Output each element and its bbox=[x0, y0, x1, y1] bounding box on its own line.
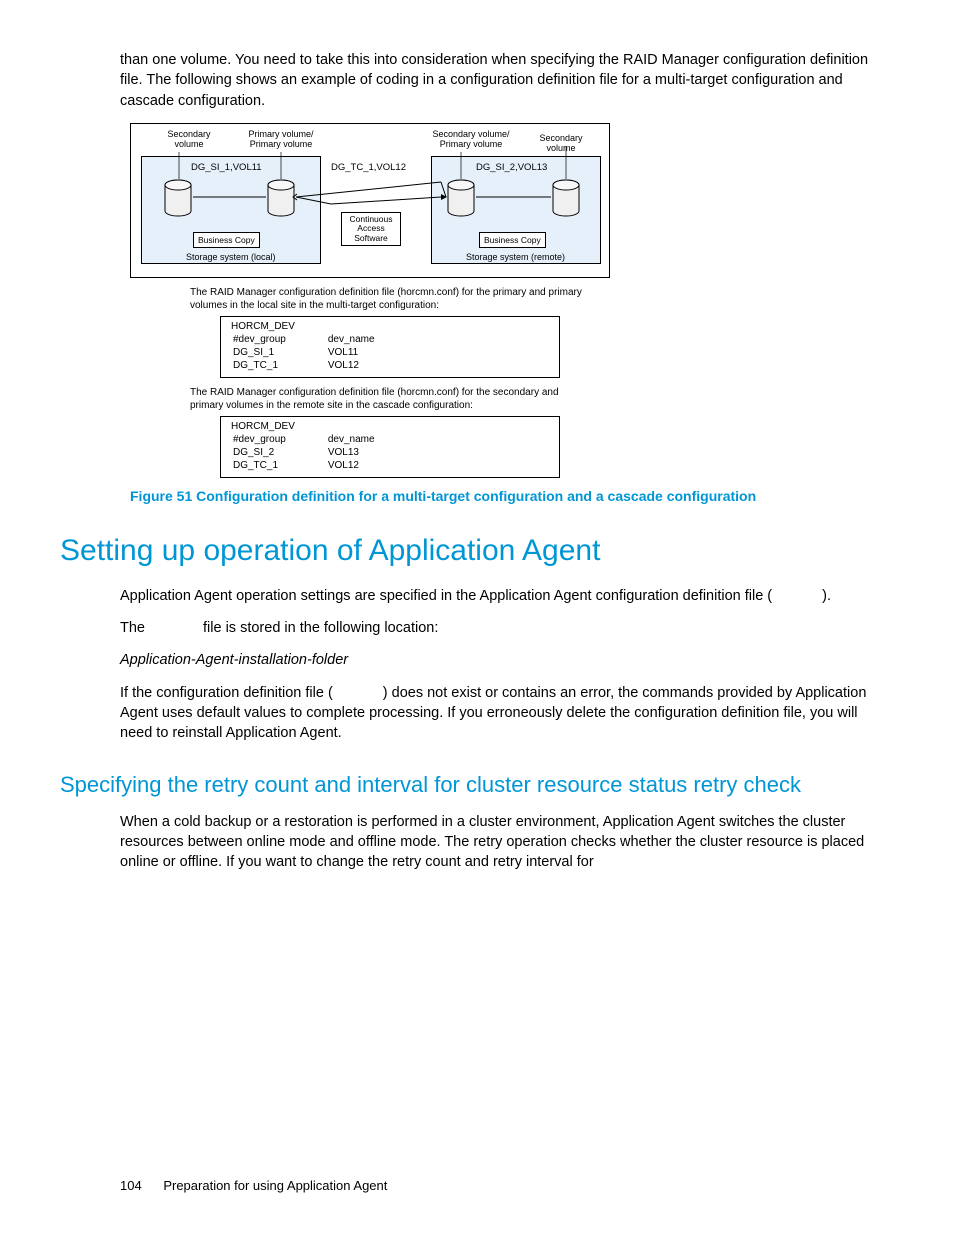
heading-setting-up: Setting up operation of Application Agen… bbox=[60, 534, 884, 568]
code-header: HORCM_DEV bbox=[231, 421, 549, 432]
heading-retry-count: Specifying the retry count and interval … bbox=[60, 772, 884, 798]
label-secondary-left: Secondary volume bbox=[159, 130, 219, 150]
label-primary-right: Secondary volume/ Primary volume bbox=[426, 130, 516, 150]
code-cell: VOL12 bbox=[328, 360, 415, 371]
cylinder-icon bbox=[266, 179, 296, 217]
p4-a: If the configuration definition file ( bbox=[120, 685, 333, 701]
config-desc-2: The RAID Manager configuration definitio… bbox=[190, 386, 590, 412]
code-cell: DG_TC_1 bbox=[233, 460, 326, 471]
top-diagram: Secondary volume Primary volume/ Primary… bbox=[130, 123, 610, 278]
cylinder-icon bbox=[551, 179, 581, 217]
code-cell: DG_SI_1 bbox=[233, 347, 326, 358]
code-col: dev_name bbox=[328, 434, 415, 445]
code-cell: VOL12 bbox=[328, 460, 415, 471]
dg-label-si1: DG_SI_1,VOL11 bbox=[191, 162, 262, 173]
p2-a: The bbox=[120, 620, 149, 636]
paragraph-3: Application-Agent-installation-folder bbox=[120, 650, 874, 670]
storage-caption-remote: Storage system (remote) bbox=[466, 252, 565, 262]
continuous-access-box: Continuous Access Software bbox=[341, 212, 401, 246]
code-col: dev_name bbox=[328, 334, 415, 345]
p2-b: file is stored in the following location… bbox=[203, 620, 438, 636]
code-cell: DG_SI_2 bbox=[233, 447, 326, 458]
storage-caption-local: Storage system (local) bbox=[186, 252, 276, 262]
dg-label-si2: DG_SI_2,VOL13 bbox=[476, 162, 547, 173]
page-number: 104 bbox=[120, 1178, 142, 1193]
page-footer: 104 Preparation for using Application Ag… bbox=[120, 1178, 387, 1193]
p1-b: ). bbox=[822, 588, 831, 604]
p1-a: Application Agent operation settings are… bbox=[120, 588, 772, 604]
code-col: #dev_group bbox=[233, 434, 326, 445]
code-box-2: HORCM_DEV #dev_groupdev_name DG_SI_2VOL1… bbox=[220, 416, 560, 478]
cylinder-icon bbox=[446, 179, 476, 217]
paragraph-5: When a cold backup or a restoration is p… bbox=[120, 812, 874, 873]
code-col: #dev_group bbox=[233, 334, 326, 345]
figure-caption: Figure 51 Configuration definition for a… bbox=[130, 488, 864, 504]
paragraph-1: Application Agent operation settings are… bbox=[120, 586, 874, 606]
label-primary-left: Primary volume/ Primary volume bbox=[241, 130, 321, 150]
paragraph-2: The init.conf file is stored in the foll… bbox=[120, 618, 874, 638]
business-copy-box-right: Business Copy bbox=[479, 232, 546, 248]
code-cell: DG_TC_1 bbox=[233, 360, 326, 371]
footer-title: Preparation for using Application Agent bbox=[163, 1178, 387, 1193]
cylinder-icon bbox=[163, 179, 193, 217]
code-cell: VOL13 bbox=[328, 447, 415, 458]
dg-label-tc1: DG_TC_1,VOL12 bbox=[331, 162, 406, 173]
label-secondary-right: Secondary volume bbox=[526, 134, 596, 154]
business-copy-box-left: Business Copy bbox=[193, 232, 260, 248]
code-box-1: HORCM_DEV #dev_groupdev_name DG_SI_1VOL1… bbox=[220, 316, 560, 378]
code-cell: VOL11 bbox=[328, 347, 415, 358]
figure-diagram: Secondary volume Primary volume/ Primary… bbox=[130, 123, 884, 478]
intro-paragraph: than one volume. You need to take this i… bbox=[120, 50, 874, 111]
code-header: HORCM_DEV bbox=[231, 321, 549, 332]
paragraph-4: If the configuration definition file (in… bbox=[120, 683, 874, 744]
config-desc-1: The RAID Manager configuration definitio… bbox=[190, 286, 590, 312]
